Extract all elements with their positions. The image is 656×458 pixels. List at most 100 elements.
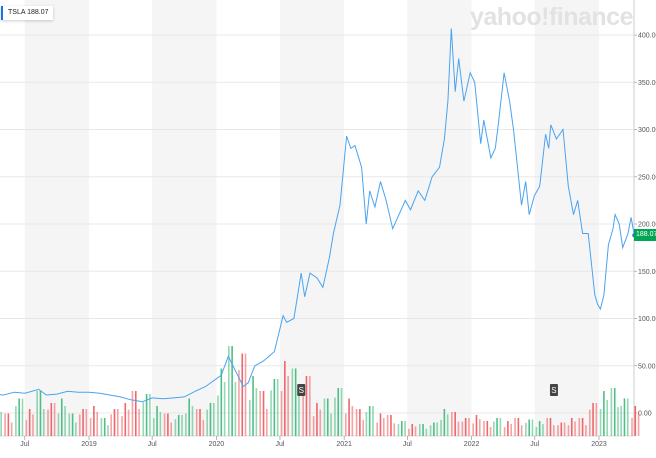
volume-bar xyxy=(262,391,265,436)
volume-bar xyxy=(36,391,38,436)
volume-bar xyxy=(610,388,613,436)
volume-bar xyxy=(47,409,49,436)
volume-bar xyxy=(42,409,45,436)
volume-bar xyxy=(595,403,598,436)
x-tick-label: 2019 xyxy=(81,441,97,448)
split-event-marker xyxy=(297,384,306,396)
volume-bar xyxy=(623,398,626,436)
volume-bar xyxy=(202,419,205,436)
volume-bar xyxy=(397,424,400,436)
volume-bar xyxy=(549,418,552,436)
volume-bar xyxy=(270,390,272,436)
volume-bar xyxy=(302,388,304,436)
volume-bar xyxy=(21,398,24,436)
volume-bar xyxy=(386,415,389,436)
volume-bar xyxy=(585,425,587,436)
volume-bar xyxy=(486,421,489,436)
volume-bar xyxy=(167,413,169,436)
volume-bar xyxy=(212,403,215,436)
volume-bar xyxy=(127,409,130,436)
volume-bar xyxy=(578,418,581,436)
volume-bar xyxy=(323,398,326,436)
volume-bar xyxy=(248,400,251,436)
split-event-label: S xyxy=(551,386,556,395)
volume-bar xyxy=(39,391,42,436)
volume-bar xyxy=(121,416,123,436)
volume-bar xyxy=(626,398,629,436)
volume-bar xyxy=(280,391,283,436)
volume-bar xyxy=(425,428,428,436)
volume-bar xyxy=(78,414,81,436)
volume-bar xyxy=(93,406,95,436)
volume-bar xyxy=(319,409,322,436)
volume-bar xyxy=(390,415,392,436)
volume-bar xyxy=(560,422,563,436)
x-tick-label: Jul xyxy=(20,441,29,448)
volume-bar xyxy=(252,376,254,436)
volume-bar xyxy=(4,413,6,436)
volume-bar xyxy=(159,412,162,436)
volume-bar xyxy=(195,409,198,436)
shaded-period xyxy=(534,0,599,436)
volume-bar xyxy=(220,368,223,436)
volume-bar xyxy=(103,418,106,436)
volume-bar xyxy=(408,428,410,436)
volume-bar xyxy=(50,403,53,436)
volume-bar xyxy=(308,376,311,436)
y-tick-label: 350.00 xyxy=(638,80,656,87)
y-tick-label: 300.00 xyxy=(638,127,656,134)
volume-bar xyxy=(152,418,155,436)
volume-bar xyxy=(531,419,534,436)
volume-bar xyxy=(28,409,31,436)
x-tick-label: Jul xyxy=(530,441,539,448)
volume-bar xyxy=(368,406,371,436)
volume-bar xyxy=(96,412,98,436)
volume-bar xyxy=(546,418,548,436)
volume-bar xyxy=(241,353,244,436)
volume-bar xyxy=(468,418,470,436)
volume-bar xyxy=(411,424,414,436)
volume-bar xyxy=(181,415,183,436)
volume-bar xyxy=(330,413,332,436)
volume-bar xyxy=(294,368,297,436)
volume-bar xyxy=(454,412,456,436)
volume-bar xyxy=(365,412,368,436)
volume-bar xyxy=(542,424,544,436)
volume-bar xyxy=(552,425,555,436)
volume-bar xyxy=(393,423,396,436)
volume-bar xyxy=(156,406,158,436)
volume-bar xyxy=(291,368,294,436)
volume-bar xyxy=(351,406,354,436)
volume-bar xyxy=(53,403,56,436)
volume-bar xyxy=(563,422,566,436)
volume-bar xyxy=(334,397,336,436)
price-line xyxy=(0,28,635,403)
volume-bar xyxy=(185,413,187,436)
volume-bar xyxy=(134,391,137,436)
volume-bar xyxy=(209,403,212,436)
volume-bar xyxy=(451,412,453,436)
x-tick-label: 2023 xyxy=(591,441,607,448)
volume-bar xyxy=(592,403,594,436)
volume-bar xyxy=(170,422,172,436)
volume-bar xyxy=(75,422,77,436)
volume-bar xyxy=(359,409,361,436)
volume-bar xyxy=(145,394,148,436)
x-tick-label: 2020 xyxy=(209,441,225,448)
volume-bar xyxy=(244,353,247,436)
volume-bar xyxy=(60,398,63,436)
volume-bar xyxy=(284,361,286,436)
volume-bar xyxy=(131,391,134,436)
volume-bar xyxy=(228,346,230,436)
volume-bar xyxy=(613,388,616,436)
volume-bar xyxy=(404,421,406,436)
volume-bar xyxy=(499,418,502,436)
volume-bar xyxy=(10,422,13,436)
volume-bar xyxy=(457,421,460,436)
volume-bar xyxy=(507,421,509,436)
volume-bar xyxy=(276,379,279,436)
volume-bar xyxy=(316,403,318,436)
volume-bar xyxy=(32,414,34,436)
volume-bar xyxy=(82,409,84,436)
